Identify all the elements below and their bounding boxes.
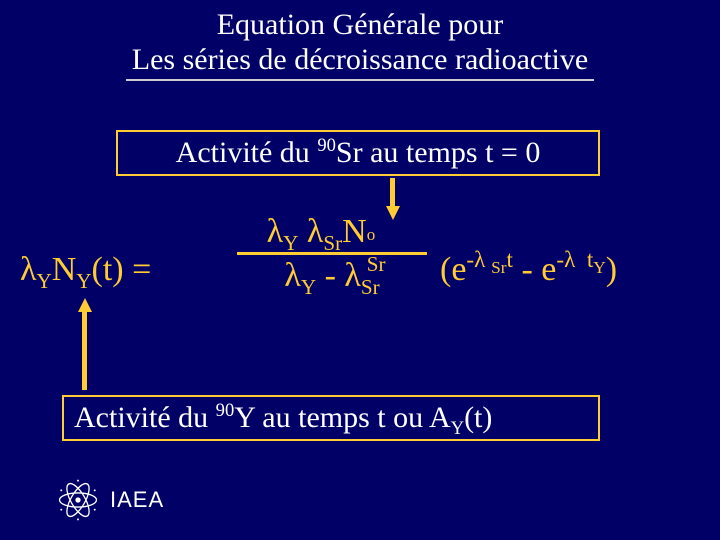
eq-lambda-y: λ [20,251,37,288]
sr-text-1: Activité du [176,136,318,169]
eq-rhs-minus: - [521,251,541,288]
sr-nuclide: Sr [336,136,363,169]
iaea-footer: IAEA [56,476,164,524]
eq-den-lam2: λ [344,257,361,294]
eq-num-sub-y: Y [283,231,298,255]
eq-den-minus: - [325,257,345,294]
eq-num-N: N [342,213,367,250]
slide: Equation Générale pour Les séries de déc… [0,0,720,540]
equation-rhs: (e-λ Srt - e-λ tY) [440,251,617,289]
eq-num-N-sub: Sr [367,254,386,275]
y-mass-number: 90 [216,400,235,421]
eq-num-sub-sr: Sr [323,231,342,255]
title-line-1: Equation Générale pour [217,8,504,41]
equation-denominator: λY - λSr [232,255,432,293]
sr-activity-box: Activité du 90Sr au temps t = 0 [116,130,600,176]
eq-exp2-nl: -λ [556,247,575,273]
equation-numerator: λY λSrNoSr [232,215,432,250]
eq-den-lam1: λ [284,257,301,294]
equation-fraction: λY λSrNoSr λY - λSr [232,215,432,293]
y-activity-box: Activité du 90Y au temps t ou AY(t) [62,395,600,441]
eq-exp1-nl: -λ [466,247,485,273]
eq-num-N-sup: o [367,226,376,243]
sr-text-2: au temps t = 0 [370,136,540,169]
eq-num-lam1: λ [267,213,284,250]
eq-lhs-sub-y: Y [37,269,52,293]
arrow-equation-to-y [82,310,87,390]
eq-den-sub-sr: Sr [361,275,380,299]
eq-lhs-of-t: (t) = [92,251,152,288]
y-A: A [429,401,451,434]
y-A-oft: (t) [464,401,492,434]
eq-lhs-N: N [52,251,77,288]
eq-num-lam2: λ [307,213,324,250]
eq-lhs-N-sub: Y [76,269,91,293]
equation-lhs: λYNY(t) = [20,251,151,289]
eq-lparen: ( [440,251,451,288]
sr-mass-number: 90 [317,135,336,156]
eq-exp1-t: t [507,247,513,273]
y-A-sub: Y [451,418,464,439]
eq-exp1-sr: Sr [491,258,506,277]
eq-e2: e [541,251,556,288]
eq-e1: e [451,251,466,288]
eq-den-sub-y: Y [301,275,316,299]
iaea-logo-icon [56,478,100,522]
y-nuclide: Y [234,401,255,434]
slide-title: Equation Générale pour Les séries de déc… [0,8,720,81]
title-line-2: Les séries de décroissance radioactive [126,43,594,82]
iaea-label: IAEA [110,487,164,513]
eq-rparen: ) [606,251,617,288]
y-text-1: Activité du [74,401,216,434]
y-text-2: au temps t ou [262,401,429,434]
eq-exp2-y: Y [593,258,606,277]
arrow-sr-to-equation [390,178,395,208]
